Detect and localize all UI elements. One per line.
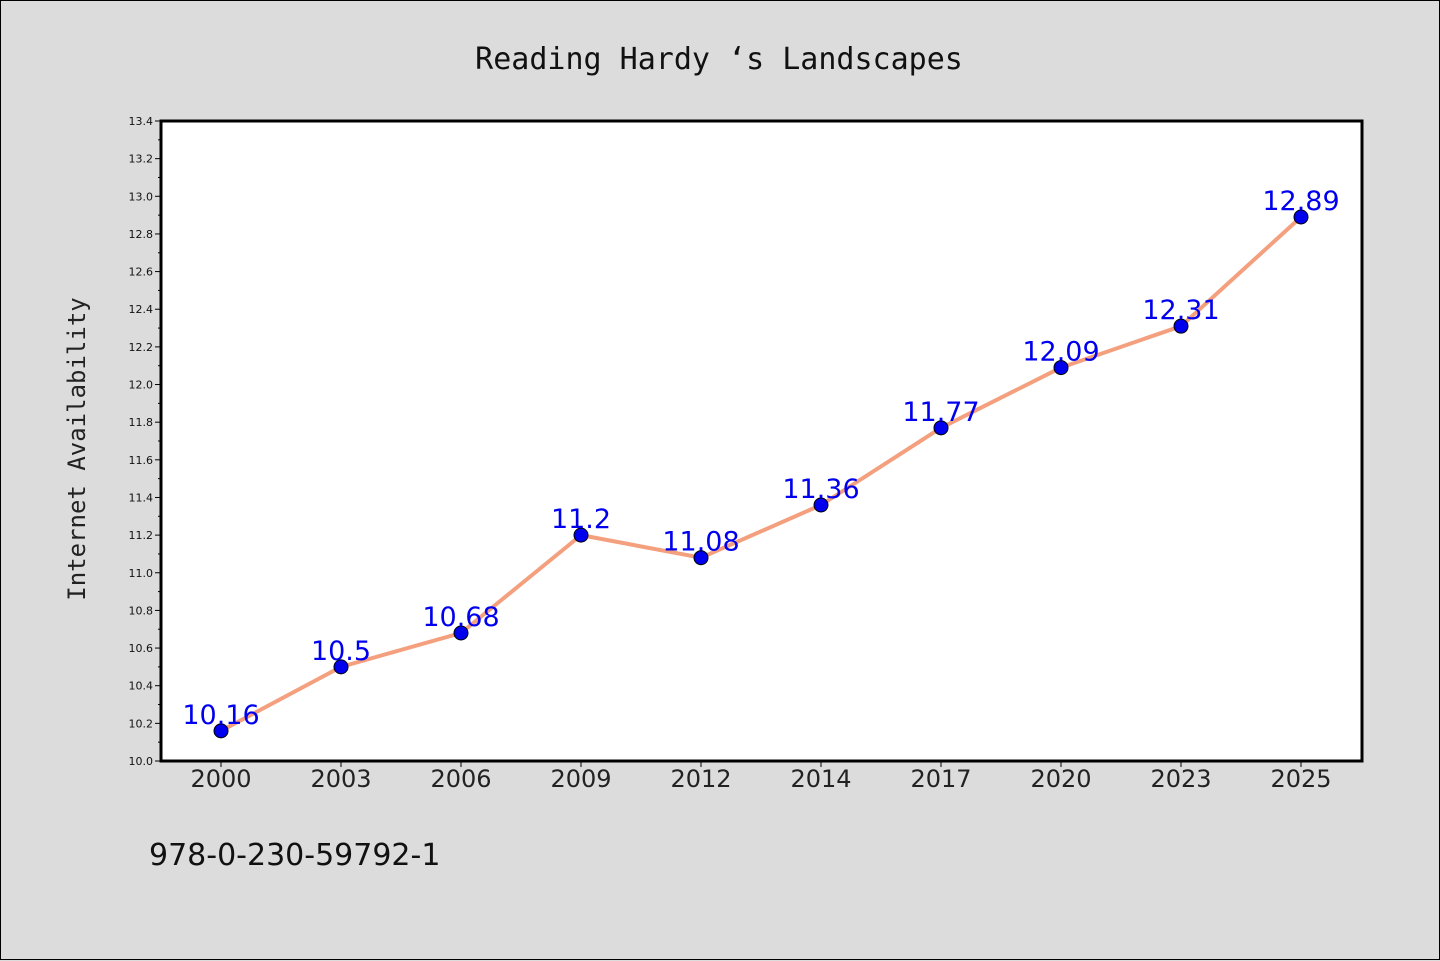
data-point-marker (1173, 318, 1189, 334)
data-label: 11.08 (662, 527, 739, 558)
x-tick-label: 2014 (790, 765, 851, 793)
data-point-marker (333, 659, 349, 675)
data-label: 12.09 (1022, 337, 1099, 368)
plot-frame (159, 119, 1364, 763)
plot-area (161, 121, 1362, 761)
x-tick-label: 2023 (1150, 765, 1211, 793)
y-tick-label: 10.4 (129, 680, 154, 693)
y-tick-label: 13.4 (129, 115, 154, 128)
y-tick-label: 12.2 (129, 341, 154, 354)
y-tick-label: 10.0 (129, 755, 154, 768)
data-label: 12.31 (1142, 295, 1219, 326)
x-axis: 2000 2003 2006 2009 2012 2014 2017 2020 2023 2025 (190, 761, 1332, 793)
y-tick-label: 12.6 (129, 266, 154, 279)
data-point-marker (933, 420, 949, 436)
data-point-marker (453, 625, 469, 641)
x-tick-label: 2009 (550, 765, 611, 793)
data-label: 11.36 (782, 474, 859, 505)
y-tick-label: 11.2 (129, 529, 154, 542)
data-point-marker (1053, 360, 1069, 376)
y-tick-label: 11.6 (129, 454, 154, 467)
y-tick-label: 12.4 (129, 303, 154, 316)
y-tick-label: 13.2 (129, 153, 154, 166)
data-point-marker (573, 527, 589, 543)
data-points (213, 209, 1309, 739)
y-tick-label: 10.8 (129, 604, 154, 617)
x-tick-label: 2020 (1030, 765, 1091, 793)
y-tick-label: 12.8 (129, 228, 154, 241)
chart-title: Reading Hardy ‘s Landscapes (475, 42, 963, 77)
data-labels: 10.16 10.5 10.68 11.2 11.08 11.36 11.77 12.09 12… (182, 186, 1339, 731)
x-tick-label: 2006 (430, 765, 491, 793)
data-label: 11.77 (902, 397, 979, 428)
y-tick-label: 11.0 (129, 567, 154, 580)
data-label: 11.2 (551, 504, 611, 535)
data-point-marker (693, 550, 709, 566)
x-tick-label: 2012 (670, 765, 731, 793)
y-tick-label: 11.4 (129, 491, 154, 504)
data-point-marker (813, 497, 829, 513)
data-label: 10.16 (182, 700, 259, 731)
y-tick-label: 10.6 (129, 642, 154, 655)
data-point-marker (213, 723, 229, 739)
x-tick-label: 2000 (190, 765, 251, 793)
data-point-marker (1293, 209, 1309, 225)
x-tick-label: 2017 (910, 765, 971, 793)
data-label: 10.5 (311, 636, 371, 667)
data-label: 12.89 (1262, 186, 1339, 217)
data-label: 10.68 (422, 602, 499, 633)
y-tick-label: 13.0 (129, 190, 154, 203)
y-tick-label: 12.0 (129, 379, 154, 392)
series-line (220, 215, 1303, 733)
y-axis: 10.0 10.2 10.4 10.6 10.8 11.0 11.2 11.4 11.6 11.8… (129, 115, 161, 768)
y-tick-label: 10.2 (129, 717, 154, 730)
isbn-annotation: 978-0-230-59792-1 (149, 838, 440, 873)
y-axis-label: Internet Availability (63, 297, 91, 600)
x-tick-label: 2003 (310, 765, 371, 793)
y-tick-label: 11.8 (129, 416, 154, 429)
x-tick-label: 2025 (1270, 765, 1331, 793)
